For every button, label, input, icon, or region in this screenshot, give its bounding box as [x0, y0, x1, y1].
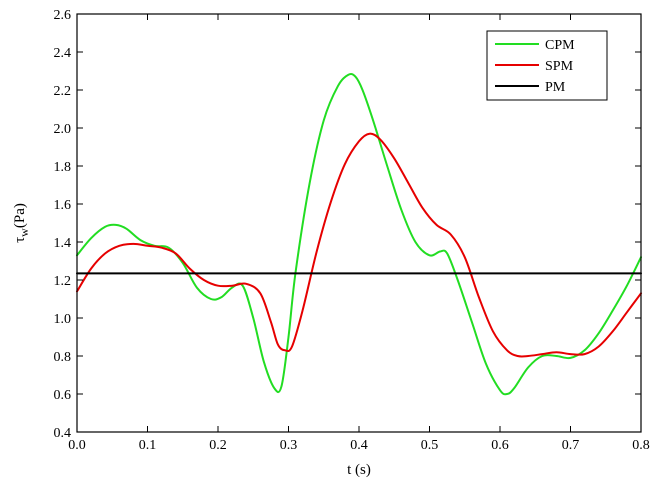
y-tick-label: 2.6: [54, 8, 72, 23]
series-line-spm: [76, 132, 642, 358]
y-tick-label: 2.2: [54, 84, 72, 99]
y-axis-label: τw(Pa): [12, 203, 31, 243]
y-tick-label: 1.0: [54, 312, 72, 327]
y-tick-label: 0.8: [54, 350, 72, 365]
x-tick-label: 0.4: [350, 438, 368, 453]
legend-box: [486, 30, 608, 101]
x-tick-label: 0.3: [280, 438, 298, 453]
legend-label-pm: PM: [545, 80, 566, 95]
x-axis-label: t (s): [347, 462, 371, 478]
y-tick-label: 1.2: [54, 274, 72, 289]
y-tick-label: 2.4: [54, 46, 72, 61]
y-axis-label-symbol: τ: [12, 237, 28, 243]
x-tick-label: 0.5: [421, 438, 439, 453]
y-tick-label: 2.0: [54, 122, 72, 137]
x-tick-label: 0.2: [209, 438, 227, 453]
series-layer: [76, 73, 642, 396]
y-axis-label-subscript: w: [17, 228, 31, 237]
legend-label-cpm: CPM: [545, 38, 575, 53]
legend-label-spm: SPM: [545, 59, 574, 74]
ticks-layer: 0.0 0.1 0.2 0.3 0.4 0.5 0.6 0.7 0.8 0.4 0.6 0.8 1.0 1…: [54, 8, 650, 453]
series-line-cpm: [76, 73, 642, 396]
legend: CPM SPM PM: [486, 30, 608, 101]
y-tick-label: 0.4: [54, 426, 72, 441]
legend-entries: CPM SPM PM: [495, 38, 575, 95]
x-tick-label: 0.6: [491, 438, 509, 453]
x-tick-label: 0.1: [139, 438, 157, 453]
y-tick-label: 0.6: [54, 388, 72, 403]
y-axis-label-unit: (Pa): [12, 203, 28, 228]
y-tick-label: 1.6: [54, 198, 72, 213]
x-tick-label: 0.0: [68, 438, 86, 453]
y-tick-label: 1.8: [54, 160, 72, 175]
x-tick-label: 0.8: [632, 438, 650, 453]
y-tick-label: 1.4: [54, 236, 72, 251]
x-tick-label: 0.7: [562, 438, 580, 453]
